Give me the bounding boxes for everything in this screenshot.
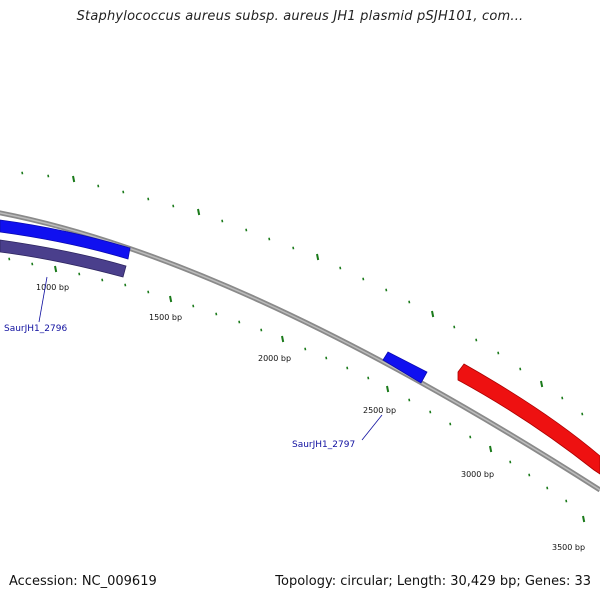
outer-scale-tick (21, 171, 24, 175)
outer-scale-tick (475, 338, 478, 342)
accession-text: Accession: NC_009619 (9, 574, 157, 589)
gene-block-forward-1[interactable] (0, 219, 131, 260)
scale-ticks (8, 171, 586, 523)
outer-scale-tick (316, 253, 320, 261)
scale-label-2000: 2000 bp (258, 354, 291, 363)
gene-label-SaurJH1_2796[interactable]: SaurJH1_2796 (4, 324, 67, 334)
inner-scale-tick (238, 320, 241, 324)
inner-scale-tick (215, 312, 218, 316)
topology-summary-text: Topology: circular; Length: 30,429 bp; G… (275, 574, 591, 589)
inner-scale-tick (8, 257, 11, 261)
inner-scale-tick (346, 366, 349, 370)
inner-scale-tick (386, 385, 390, 393)
scale-label-3500: 3500 bp (552, 543, 585, 552)
outer-scale-tick (147, 197, 150, 201)
gene-label-SaurJH1_2797[interactable]: SaurJH1_2797 (292, 440, 355, 450)
outer-scale-tick (268, 237, 271, 241)
gene-block-SaurJH1_2797[interactable] (382, 351, 428, 384)
outer-scale-tick (47, 174, 50, 178)
inner-scale-tick (469, 435, 472, 439)
inner-scale-tick (367, 376, 370, 380)
inner-scale-tick (124, 283, 127, 287)
inner-scale-tick (260, 328, 263, 332)
plasmid-backbone-highlight (0, 212, 600, 491)
inner-scale-tick (325, 356, 328, 360)
inner-scale-tick (449, 422, 452, 426)
inner-scale-tick (528, 473, 531, 477)
map-title: Staphylococcus aureus subsp. aureus JH1 … (76, 9, 524, 24)
outer-scale-tick (197, 208, 201, 216)
outer-scale-tick (561, 396, 564, 400)
inner-scale-tick (169, 295, 173, 303)
inner-scale-tick (489, 445, 493, 453)
inner-scale-tick (147, 290, 150, 294)
inner-scale-tick (54, 265, 58, 273)
gene-block-red[interactable] (457, 363, 600, 475)
inner-scale-tick (78, 272, 81, 276)
inner-scale-tick (192, 304, 195, 308)
outer-scale-tick (497, 351, 500, 355)
outer-scale-tick (122, 190, 125, 194)
gene-label-line-SaurJH1_2796 (38, 276, 48, 323)
inner-scale-tick (281, 335, 285, 343)
outer-scale-tick (362, 277, 365, 281)
outer-scale-tick (540, 380, 544, 388)
scale-label-1000: 1000 bp (36, 283, 69, 292)
inner-scale-tick (582, 515, 586, 523)
scale-label-2500: 2500 bp (363, 406, 396, 415)
inner-scale-tick (509, 460, 512, 464)
inner-scale-tick (304, 347, 307, 351)
outer-scale-tick (221, 219, 224, 223)
inner-scale-tick (31, 262, 34, 266)
gene-block-SaurJH1_2796[interactable] (0, 239, 127, 278)
outer-scale-tick (97, 184, 100, 188)
scale-label-3000: 3000 bp (461, 470, 494, 479)
outer-scale-tick (453, 325, 456, 329)
outer-scale-tick (292, 246, 295, 250)
outer-scale-tick (408, 300, 411, 304)
inner-scale-tick (408, 398, 411, 402)
inner-scale-tick (546, 486, 549, 490)
outer-scale-tick (72, 175, 76, 183)
outer-scale-tick (245, 228, 248, 232)
outer-scale-tick (431, 310, 435, 318)
scale-label-1500: 1500 bp (149, 313, 182, 322)
outer-scale-tick (339, 266, 342, 270)
outer-scale-tick (385, 288, 388, 292)
outer-scale-tick (581, 412, 584, 416)
inner-scale-tick (429, 410, 432, 414)
outer-scale-tick (172, 204, 175, 208)
inner-scale-tick (101, 278, 104, 282)
outer-scale-tick (519, 367, 522, 371)
gene-label-line-SaurJH1_2797 (361, 414, 383, 441)
inner-scale-tick (565, 499, 568, 503)
